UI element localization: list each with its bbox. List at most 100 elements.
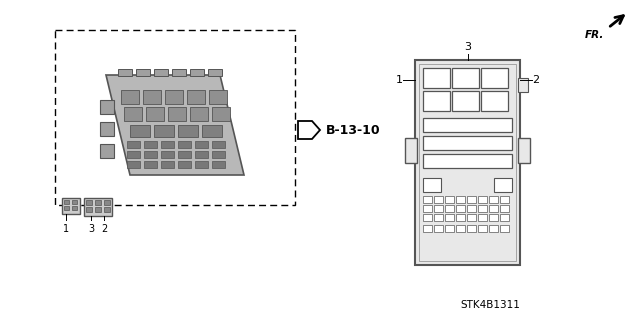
Bar	[452, 68, 479, 88]
Bar	[478, 225, 487, 232]
Bar	[72, 206, 77, 210]
Polygon shape	[212, 161, 225, 168]
Bar	[489, 205, 498, 212]
Polygon shape	[212, 141, 225, 148]
Polygon shape	[127, 161, 140, 168]
Bar	[456, 214, 465, 221]
Polygon shape	[144, 161, 157, 168]
Polygon shape	[127, 151, 140, 158]
Polygon shape	[202, 125, 222, 137]
Polygon shape	[136, 69, 150, 76]
Polygon shape	[146, 107, 164, 121]
Bar	[419, 64, 516, 261]
Polygon shape	[195, 141, 208, 148]
Polygon shape	[127, 141, 140, 148]
Polygon shape	[189, 107, 208, 121]
Bar	[86, 207, 92, 212]
Polygon shape	[161, 151, 174, 158]
Polygon shape	[209, 90, 227, 104]
Polygon shape	[165, 90, 183, 104]
Bar	[434, 205, 443, 212]
Polygon shape	[161, 161, 174, 168]
Text: 3: 3	[464, 42, 471, 52]
Bar	[489, 214, 498, 221]
Bar	[481, 91, 508, 111]
Bar	[423, 154, 512, 168]
Bar	[478, 196, 487, 203]
Polygon shape	[130, 125, 150, 137]
Text: 2: 2	[532, 75, 540, 85]
Text: STK4B1311: STK4B1311	[460, 300, 520, 310]
Polygon shape	[100, 122, 114, 136]
Polygon shape	[178, 141, 191, 148]
Bar	[423, 214, 432, 221]
Bar	[445, 214, 454, 221]
Bar	[423, 178, 441, 192]
Bar	[500, 214, 509, 221]
Bar	[423, 118, 512, 132]
Bar	[104, 207, 110, 212]
Bar	[456, 196, 465, 203]
Bar	[72, 200, 77, 204]
Bar	[423, 196, 432, 203]
Bar	[84, 198, 112, 216]
Polygon shape	[212, 107, 230, 121]
Text: 1: 1	[63, 224, 69, 234]
Bar	[423, 205, 432, 212]
Polygon shape	[178, 161, 191, 168]
Polygon shape	[172, 69, 186, 76]
Bar	[62, 198, 80, 214]
Bar	[467, 214, 476, 221]
Bar	[452, 91, 479, 111]
Bar	[423, 225, 432, 232]
Bar	[423, 136, 512, 150]
Bar	[415, 60, 520, 265]
Bar	[55, 30, 295, 205]
Text: B-13-10: B-13-10	[326, 124, 381, 137]
Bar	[467, 225, 476, 232]
Polygon shape	[195, 151, 208, 158]
Polygon shape	[187, 90, 205, 104]
Bar	[64, 200, 69, 204]
Bar	[95, 207, 101, 212]
Bar	[467, 205, 476, 212]
Polygon shape	[212, 151, 225, 158]
Polygon shape	[121, 90, 139, 104]
Text: FR.: FR.	[584, 30, 604, 40]
Text: 1: 1	[396, 75, 403, 85]
Polygon shape	[100, 144, 114, 158]
Polygon shape	[106, 75, 244, 175]
Polygon shape	[195, 161, 208, 168]
Bar	[86, 200, 92, 205]
Polygon shape	[154, 69, 168, 76]
Bar	[423, 68, 450, 88]
Bar	[478, 214, 487, 221]
Polygon shape	[190, 69, 204, 76]
Bar	[434, 214, 443, 221]
Polygon shape	[168, 107, 186, 121]
Bar	[445, 205, 454, 212]
Bar	[405, 138, 417, 163]
Bar	[95, 200, 101, 205]
Bar	[456, 205, 465, 212]
Text: 3: 3	[88, 224, 94, 234]
Bar	[489, 196, 498, 203]
Bar	[500, 196, 509, 203]
Bar	[104, 200, 110, 205]
Polygon shape	[161, 141, 174, 148]
Polygon shape	[144, 141, 157, 148]
Bar	[434, 225, 443, 232]
Bar	[481, 68, 508, 88]
Polygon shape	[100, 100, 114, 114]
Bar	[467, 196, 476, 203]
Text: 2: 2	[101, 224, 107, 234]
Polygon shape	[298, 121, 320, 139]
Bar	[494, 178, 512, 192]
Polygon shape	[178, 125, 198, 137]
Bar	[423, 91, 450, 111]
Bar	[500, 225, 509, 232]
Polygon shape	[118, 69, 132, 76]
Polygon shape	[124, 107, 141, 121]
Bar	[445, 225, 454, 232]
Bar	[434, 196, 443, 203]
